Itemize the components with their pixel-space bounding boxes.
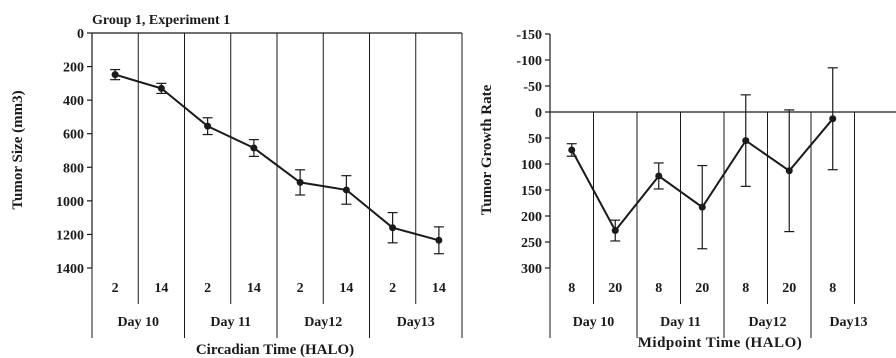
x-category-label: 8	[655, 281, 662, 296]
x-category-label: 14	[154, 281, 168, 296]
series-marks	[566, 67, 838, 250]
x-group-label: Day13	[397, 315, 435, 330]
data-point	[250, 144, 258, 152]
data-point	[829, 115, 837, 123]
y-tick-label: 150	[521, 184, 542, 199]
x-group-labels: Day 10 Day 11 Day12 Day13	[117, 315, 434, 330]
y-tick-label: 250	[521, 236, 542, 251]
y-tick-label: 400	[63, 94, 84, 109]
x-category-label: 8	[829, 281, 836, 296]
y-axis-label: Tumor Growth Rate	[479, 84, 495, 215]
x-category-label: 2	[204, 281, 211, 296]
axes	[87, 32, 463, 338]
y-tick-label: 0	[77, 27, 84, 42]
x-category-labels: 8 20 8 20 8 20 8	[568, 281, 836, 296]
x-group-label: Day 11	[660, 315, 701, 330]
data-point	[111, 71, 119, 79]
y-tick-label: 200	[521, 210, 542, 225]
data-point	[157, 84, 165, 92]
x-category-label: 14	[339, 281, 353, 296]
y-tick-label: 1400	[56, 262, 84, 277]
x-axis-label: Circadian Time (HALO)	[196, 342, 354, 358]
data-point	[611, 227, 619, 235]
x-group-label: Day12	[748, 315, 786, 330]
x-category-label: 8	[568, 281, 575, 296]
data-point	[204, 122, 212, 130]
y-tick-label: -100	[516, 54, 542, 69]
chart-title: Group 1, Experiment 1	[92, 13, 230, 28]
tumor-size-chart: Group 1, Experiment 1 0 200 400 600 800 1000 1…	[10, 13, 463, 358]
y-axis-label: Tumor Size (mm3)	[10, 90, 26, 209]
y-tick-label: 200	[63, 61, 84, 76]
x-group-label: Day12	[304, 315, 342, 330]
y-tick-label: -50	[523, 80, 542, 95]
y-tick-label: 800	[63, 161, 84, 176]
x-group-labels: Day 10 Day 11 Day12 Day13	[573, 315, 868, 330]
x-category-label: 20	[608, 281, 622, 296]
data-point	[568, 146, 576, 154]
x-category-label: 14	[247, 281, 261, 296]
x-category-label: 2	[112, 281, 119, 296]
data-point	[435, 236, 443, 244]
x-category-labels: 2 14 2 14 2 14 2 14	[112, 281, 446, 296]
y-tick-label: 1200	[56, 228, 84, 243]
x-group-label: Day 11	[210, 315, 251, 330]
y-tick-label: 0	[535, 106, 542, 121]
x-category-label: 20	[695, 281, 709, 296]
x-category-label: 8	[742, 281, 749, 296]
data-point	[389, 224, 397, 232]
x-group-label: Day 10	[117, 315, 159, 330]
data-point	[742, 137, 750, 145]
x-category-label: 14	[432, 281, 446, 296]
y-tick-label: 100	[521, 158, 542, 173]
x-group-label: Day 10	[573, 315, 615, 330]
x-category-label: 2	[389, 281, 396, 296]
data-point	[342, 186, 350, 194]
y-tick-label: 600	[63, 128, 84, 143]
data-point	[785, 167, 793, 175]
data-point	[698, 203, 706, 211]
series-marks	[110, 68, 444, 255]
y-tick-labels: 0 200 400 600 800 1000 1200 1400	[56, 27, 84, 277]
y-tick-labels: -150 -100 -50 0 50 100 150 200 250 300	[516, 28, 542, 277]
x-axis-label: Midpoint Time (HALO)	[638, 335, 802, 351]
data-point	[655, 172, 663, 180]
axes	[545, 33, 896, 338]
y-tick-label: 300	[521, 262, 542, 277]
x-category-label: 2	[297, 281, 304, 296]
y-tick-label: 1000	[56, 195, 84, 210]
series-line	[114, 73, 440, 242]
y-tick-label: 50	[528, 132, 542, 147]
x-category-label: 20	[782, 281, 796, 296]
data-point	[296, 178, 304, 186]
y-tick-label: -150	[516, 28, 542, 43]
x-group-label: Day13	[829, 315, 867, 330]
